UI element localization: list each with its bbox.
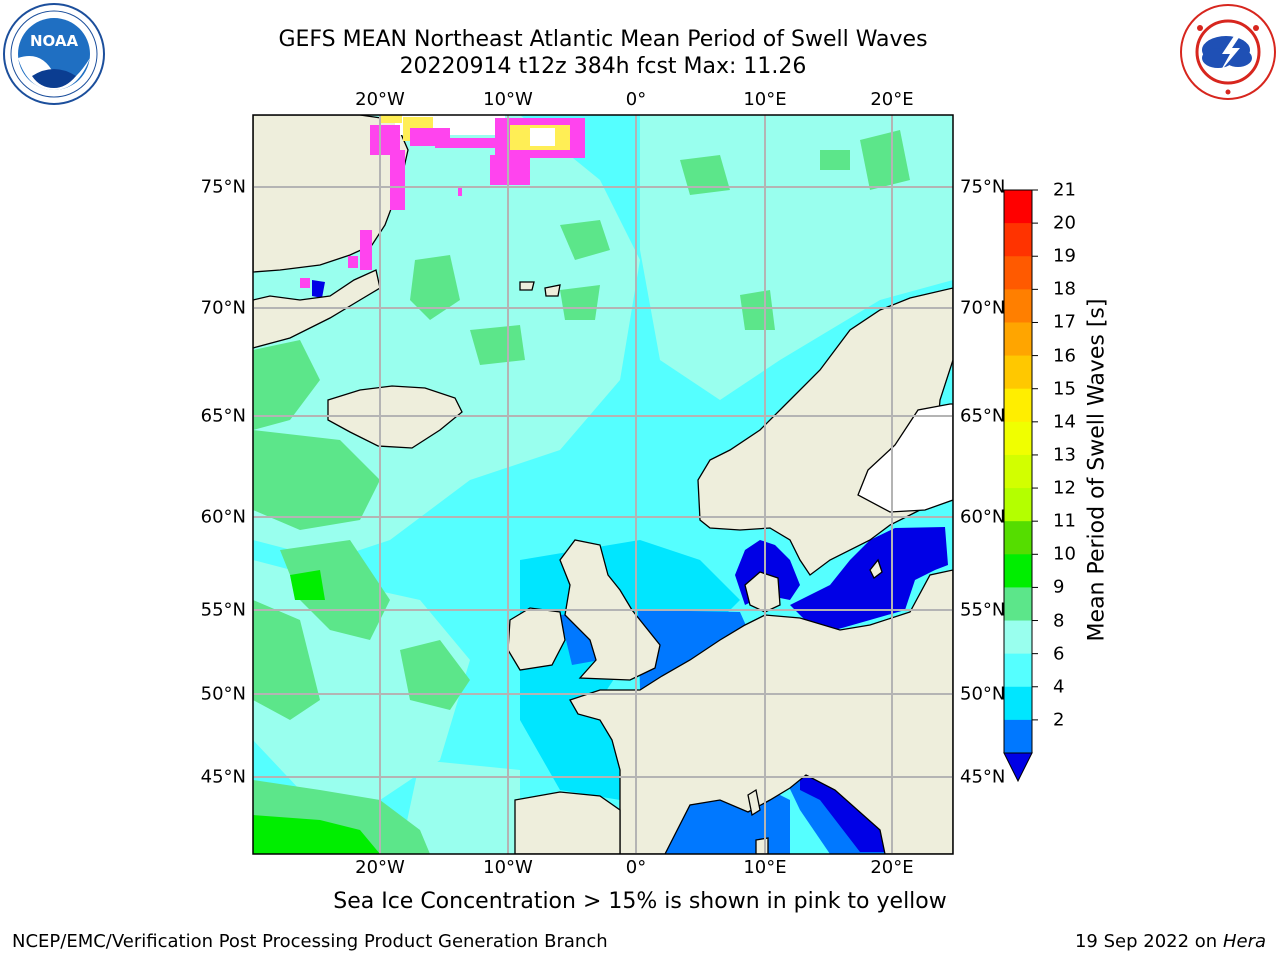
lon-label-top: 20°W	[355, 89, 405, 110]
colorbar-tick-label: 13	[1053, 444, 1076, 466]
svg-text:NOAA: NOAA	[30, 32, 79, 50]
lat-label-right: 70°N	[960, 297, 1006, 319]
swell-10-11s-regions	[253, 570, 380, 854]
lat-label-right: 45°N	[960, 766, 1006, 788]
lat-label-right: 55°N	[960, 599, 1006, 621]
swell-9-10s-regions	[253, 130, 910, 854]
colorbar-swatch	[1004, 355, 1032, 390]
colorbar-swatch	[1004, 488, 1032, 522]
lon-label-bottom: 20°W	[355, 857, 405, 878]
colorbar-tick-label: 20	[1053, 212, 1076, 234]
lat-label-left: 55°N	[200, 599, 246, 621]
colorbar-swatch	[1004, 190, 1032, 224]
colorbar-tick-label: 14	[1053, 411, 1076, 433]
lat-label-left: 65°N	[200, 405, 246, 427]
lat-label-left: 50°N	[200, 683, 246, 705]
lat-label-left: 60°N	[200, 506, 246, 528]
colorbar-swatch	[1004, 289, 1032, 323]
lat-label-left: 70°N	[200, 297, 246, 319]
colorbar-swatch	[1004, 454, 1032, 489]
sea-ice-note: Sea Ice Concentration > 15% is shown in …	[333, 889, 947, 914]
lon-label-top: 0°	[625, 89, 647, 110]
lat-label-right: 50°N	[960, 683, 1006, 705]
colorbar-title: Mean Period of Swell Waves [s]	[1084, 298, 1110, 642]
lat-label-right: 75°N	[960, 176, 1006, 198]
lat-label-left: 45°N	[200, 766, 246, 788]
date-stamp: 19 Sep 2022 on Hera	[1074, 931, 1266, 952]
colorbar-tick-label: 2	[1053, 709, 1065, 731]
colorbar-tick-label: 9	[1053, 576, 1065, 598]
colorbar-swatch	[1004, 421, 1032, 456]
colorbar-swatch	[1004, 620, 1032, 655]
lat-label-right: 60°N	[960, 506, 1006, 528]
colorbar-tick-label: 6	[1053, 643, 1065, 665]
graticule	[253, 115, 953, 854]
colorbar-tick-label: 15	[1053, 378, 1076, 400]
colorbar-swatch	[1004, 223, 1032, 257]
lat-label-left: 75°N	[200, 176, 246, 198]
chart-subtitle: 20220914 t12z 384h fcst Max: 11.26	[399, 54, 807, 79]
colorbar-tick-label: 4	[1053, 676, 1065, 698]
colorbar-swatch	[1004, 686, 1032, 721]
colorbar-tick-label: 18	[1053, 278, 1076, 300]
lon-label-bottom: 10°E	[743, 857, 787, 878]
machine-name: Hera	[1222, 931, 1266, 952]
colorbar-tick-label: 21	[1053, 179, 1076, 201]
colorbar-swatch	[1004, 521, 1032, 555]
noaa-logo: NOAA	[3, 3, 105, 105]
colorbar-swatch	[1004, 719, 1032, 754]
chart-title: GEFS MEAN Northeast Atlantic Mean Period…	[278, 27, 928, 52]
colorbar-tick-label: 12	[1053, 477, 1076, 499]
lon-label-top: 10°W	[483, 89, 533, 110]
lon-label-bottom: 20°E	[870, 857, 914, 878]
lon-label-bottom: 10°W	[483, 857, 533, 878]
colorbar-tick-label: 8	[1053, 610, 1065, 632]
sea-ice	[300, 115, 585, 288]
colorbar-tick-label: 16	[1053, 345, 1076, 367]
colorbar-tick-label: 10	[1053, 543, 1076, 565]
colorbar-swatch	[1004, 388, 1032, 423]
lat-label-right: 65°N	[960, 405, 1006, 427]
lon-label-bottom: 0°	[625, 857, 647, 878]
colorbar-tick-label: 17	[1053, 311, 1076, 333]
colorbar-swatch	[1004, 554, 1032, 588]
lon-label-top: 10°E	[743, 89, 787, 110]
colorbar	[1003, 189, 1038, 783]
colorbar-swatch	[1004, 322, 1032, 357]
colorbar-frame	[1003, 189, 1033, 754]
colorbar-tick-label: 11	[1053, 510, 1076, 532]
credit-line: NCEP/EMC/Verification Post Processing Pr…	[12, 931, 608, 952]
nws-logo	[1180, 4, 1276, 100]
colorbar-under-arrow	[1003, 752, 1033, 783]
map-frame	[252, 114, 954, 855]
lon-label-top: 20°E	[870, 89, 914, 110]
colorbar-swatch	[1004, 256, 1032, 290]
colorbar-tick-label: 19	[1053, 245, 1076, 267]
colorbar-swatch	[1004, 587, 1032, 622]
colorbar-swatch	[1004, 653, 1032, 688]
